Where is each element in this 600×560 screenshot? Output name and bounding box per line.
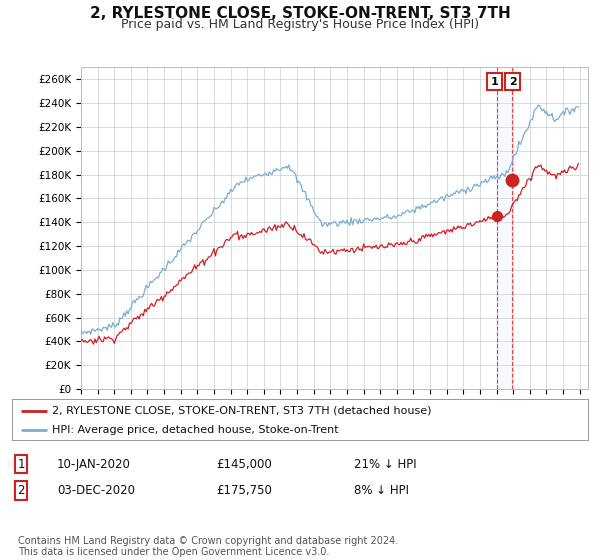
Text: 8% ↓ HPI: 8% ↓ HPI [354,484,409,497]
Text: 21% ↓ HPI: 21% ↓ HPI [354,458,416,471]
Text: HPI: Average price, detached house, Stoke-on-Trent: HPI: Average price, detached house, Stok… [52,424,339,435]
Text: 10-JAN-2020: 10-JAN-2020 [57,458,131,471]
Text: 2, RYLESTONE CLOSE, STOKE-ON-TRENT, ST3 7TH (detached house): 2, RYLESTONE CLOSE, STOKE-ON-TRENT, ST3 … [52,405,432,416]
Text: 2, RYLESTONE CLOSE, STOKE-ON-TRENT, ST3 7TH: 2, RYLESTONE CLOSE, STOKE-ON-TRENT, ST3 … [89,6,511,21]
Text: 03-DEC-2020: 03-DEC-2020 [57,484,135,497]
Text: Contains HM Land Registry data © Crown copyright and database right 2024.
This d: Contains HM Land Registry data © Crown c… [18,535,398,557]
Text: 1: 1 [17,458,25,471]
Text: 1: 1 [491,77,499,86]
Text: £145,000: £145,000 [216,458,272,471]
Bar [497,67,512,389]
Text: 2: 2 [17,484,25,497]
Text: Price paid vs. HM Land Registry's House Price Index (HPI): Price paid vs. HM Land Registry's House … [121,18,479,31]
Text: 2: 2 [509,77,517,86]
Text: £175,750: £175,750 [216,484,272,497]
